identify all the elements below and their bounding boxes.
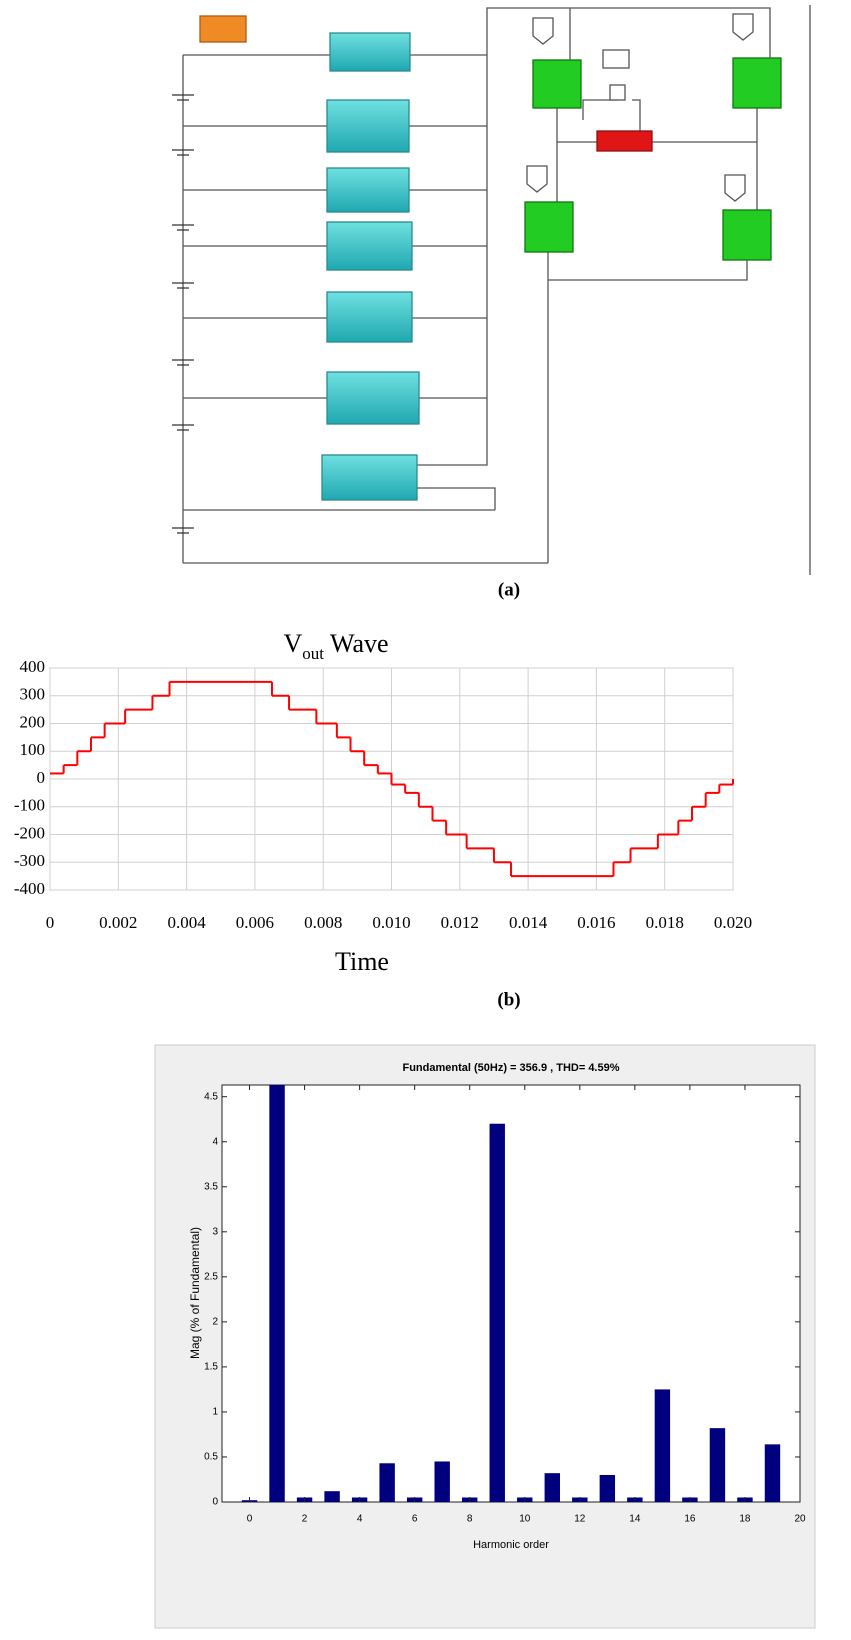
y-tick-label: -100 — [14, 796, 45, 815]
y-tick-label: 0.5 — [204, 1452, 218, 1463]
x-tick-label: 14 — [629, 1514, 641, 1525]
x-tick-label: 0.016 — [577, 913, 615, 932]
y-tick-label: 4 — [212, 1136, 218, 1147]
x-tick-label: 0.020 — [714, 913, 752, 932]
y-tick-label: 1.5 — [204, 1362, 218, 1373]
x-tick-label: 6 — [412, 1514, 418, 1525]
meter-block — [609, 84, 626, 101]
switch-block — [732, 57, 782, 109]
scope-block — [602, 49, 630, 69]
title-subscript: out — [302, 644, 324, 663]
x-tick-label: 10 — [519, 1514, 531, 1525]
module-block — [326, 221, 413, 271]
wire — [548, 260, 748, 281]
bar — [489, 1123, 505, 1502]
x-tick-label: 8 — [467, 1514, 473, 1525]
y-tick-label: 300 — [20, 685, 46, 704]
wire — [417, 487, 496, 510]
load-block — [596, 130, 653, 152]
y-tick-label: 0 — [37, 768, 46, 787]
bar — [764, 1444, 781, 1502]
x-tick-label: 2 — [302, 1514, 308, 1525]
caption: (a) — [498, 579, 520, 600]
y-tick-label: -300 — [14, 851, 45, 870]
y-tick-label: 3.5 — [204, 1181, 218, 1192]
bar — [434, 1461, 450, 1502]
y-axis-label: Mag (% of Fundamental) — [188, 1227, 202, 1359]
bar — [599, 1474, 616, 1502]
y-tick-label: 2 — [212, 1317, 218, 1328]
module-block — [326, 167, 410, 213]
x-tick-label: 0 — [46, 913, 55, 932]
x-tick-label: 0.018 — [646, 913, 684, 932]
y-tick-label: 100 — [20, 740, 46, 759]
x-tick-label: 0.010 — [372, 913, 410, 932]
x-tick-label: 20 — [794, 1514, 806, 1525]
y-tick-label: 2.5 — [204, 1271, 218, 1282]
x-tick-label: 12 — [574, 1514, 586, 1525]
bar — [544, 1473, 560, 1502]
title-part: Wave — [330, 629, 389, 658]
x-tick-label: 0.002 — [99, 913, 137, 932]
y-tick-label: 4.5 — [204, 1091, 218, 1102]
x-axis-label: Time — [335, 947, 389, 976]
plot-area — [221, 1084, 801, 1503]
x-axis-label: Harmonic order — [473, 1539, 549, 1551]
x-tick-label: 0.008 — [304, 913, 342, 932]
x-tick-label: 18 — [739, 1514, 751, 1525]
module-block — [326, 371, 420, 425]
y-tick-label: 0 — [212, 1497, 218, 1508]
chart-title: Fundamental (50Hz) = 356.9 , THD= 4.59% — [402, 1062, 619, 1074]
wire — [417, 7, 771, 466]
y-tick-label: -200 — [14, 823, 45, 842]
y-tick-label: 200 — [20, 712, 46, 731]
bar — [269, 1085, 285, 1502]
battery-symbols — [172, 94, 194, 534]
y-tick-label: -400 — [14, 879, 45, 898]
x-tick-label: 0 — [247, 1514, 253, 1525]
module-block — [326, 99, 410, 153]
line-chart: Vout Wave Time (b) -400 -300 -200 -100 0 100 20… — [14, 629, 752, 1010]
x-tick-label: 0.006 — [236, 913, 274, 932]
y-tick-label: 400 — [20, 657, 46, 676]
module-block — [321, 454, 418, 501]
x-tick-label: 4 — [357, 1514, 363, 1525]
caption: (b) — [497, 989, 520, 1010]
bar — [709, 1428, 726, 1502]
y-tick-label: 3 — [212, 1226, 218, 1237]
source-block — [199, 15, 247, 43]
title-part: V — [283, 629, 302, 658]
x-tick-label: 16 — [684, 1514, 696, 1525]
gate-signal-blocks — [526, 13, 754, 202]
y-tick-label: 1 — [212, 1407, 218, 1418]
x-tick-label: 0.014 — [509, 913, 548, 932]
switch-block — [532, 59, 582, 109]
circuit-diagram — [172, 5, 811, 575]
bar-chart: Fundamental (50Hz) = 356.9 , THD= 4.59% … — [154, 1044, 816, 1629]
bar — [654, 1389, 671, 1502]
x-tick-label: 0.012 — [441, 913, 479, 932]
chart-title: Vout Wave — [283, 629, 388, 663]
bar — [379, 1463, 395, 1502]
bar — [324, 1491, 340, 1502]
module-block — [326, 291, 413, 343]
switch-block — [722, 209, 772, 261]
wire — [632, 99, 641, 142]
x-tick-label: 0.004 — [167, 913, 206, 932]
switch-block — [524, 201, 574, 253]
module-block — [329, 32, 411, 72]
